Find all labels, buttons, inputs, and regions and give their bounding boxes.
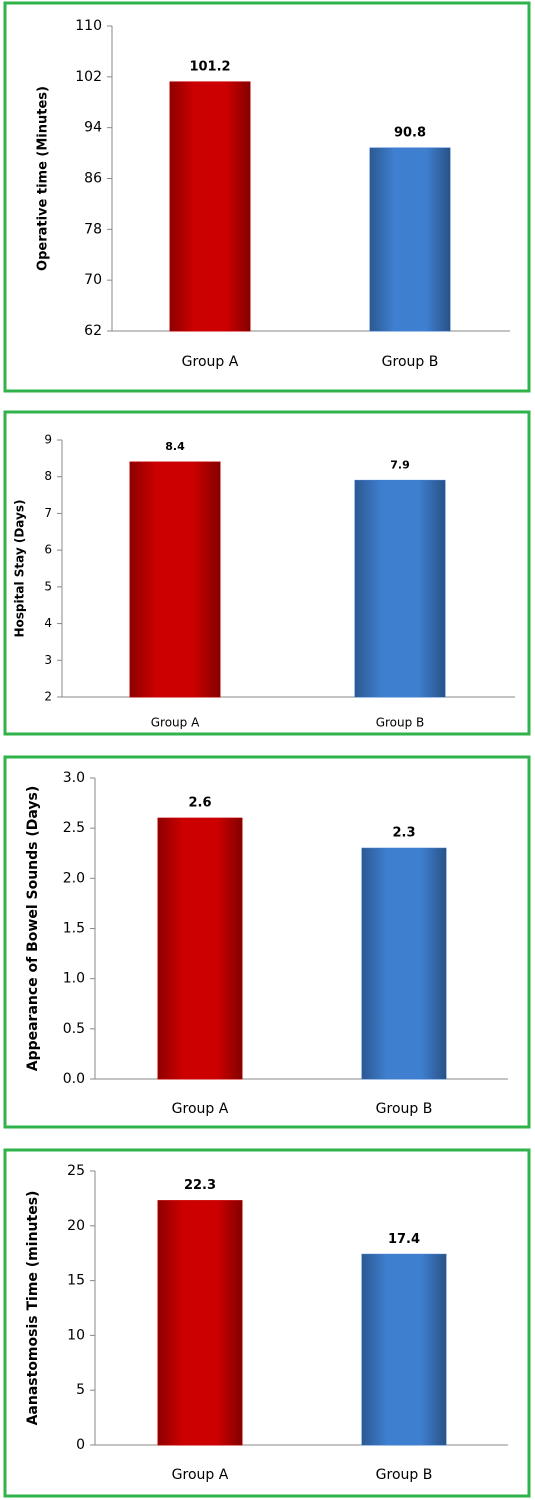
y-tick-label: 94 bbox=[84, 120, 102, 136]
bar-shade bbox=[362, 848, 446, 1079]
y-tick-label: 2.0 bbox=[63, 870, 85, 886]
value-label: 22.3 bbox=[184, 1178, 216, 1193]
y-tick-label: 5 bbox=[76, 1382, 85, 1398]
y-tick-label: 1.0 bbox=[63, 971, 85, 987]
x-tick-label: Group A bbox=[172, 1101, 229, 1117]
y-tick-label: 4 bbox=[44, 616, 52, 630]
y-tick-label: 102 bbox=[75, 69, 102, 85]
panel-border bbox=[3, 755, 531, 1129]
y-tick-label: 86 bbox=[84, 171, 102, 187]
bar-shade bbox=[370, 148, 450, 331]
y-tick-label: 15 bbox=[67, 1273, 85, 1289]
panel-border bbox=[3, 410, 531, 736]
y-tick-label: 62 bbox=[84, 323, 102, 339]
y-axis-label: Operative time (Minutes) bbox=[36, 86, 51, 271]
y-tick-label: 110 bbox=[75, 18, 102, 34]
y-axis-label: Aanastomosis Time (minutes) bbox=[25, 1191, 41, 1426]
value-label: 2.6 bbox=[188, 796, 211, 811]
y-tick-label: 2 bbox=[44, 690, 52, 704]
y-tick-label: 3.0 bbox=[63, 770, 85, 786]
y-tick-label: 25 bbox=[67, 1163, 85, 1179]
x-tick-label: Group B bbox=[382, 354, 439, 370]
value-label: 8.4 bbox=[165, 440, 185, 453]
y-tick-label: 3 bbox=[44, 653, 52, 667]
value-label: 101.2 bbox=[189, 59, 230, 74]
x-tick-label: Group A bbox=[151, 716, 200, 730]
y-tick-label: 9 bbox=[44, 433, 52, 447]
x-tick-label: Group B bbox=[376, 716, 425, 730]
x-tick-label: Group A bbox=[182, 354, 239, 370]
y-tick-label: 6 bbox=[44, 543, 52, 557]
bar-shade bbox=[158, 818, 242, 1079]
y-tick-label: 78 bbox=[84, 221, 102, 237]
y-tick-label: 2.5 bbox=[63, 820, 85, 836]
y-tick-label: 0 bbox=[76, 1437, 85, 1453]
y-tick-label: 20 bbox=[67, 1218, 85, 1234]
y-axis-label: Hospital Stay (Days) bbox=[13, 500, 27, 638]
panel-border bbox=[3, 1, 531, 393]
panel-border bbox=[3, 1148, 531, 1498]
bar-shade bbox=[170, 81, 250, 332]
y-tick-label: 0.5 bbox=[63, 1021, 85, 1037]
y-tick-label: 8 bbox=[44, 469, 52, 483]
bar-shade bbox=[158, 1200, 242, 1445]
y-tick-label: 10 bbox=[67, 1327, 85, 1343]
y-axis-label: Appearance of Bowel Sounds (Days) bbox=[25, 786, 41, 1072]
bar-shade bbox=[130, 462, 220, 697]
value-label: 2.3 bbox=[392, 826, 415, 841]
value-label: 17.4 bbox=[388, 1232, 420, 1247]
x-tick-label: Group B bbox=[376, 1467, 433, 1483]
x-tick-label: Group A bbox=[172, 1467, 229, 1483]
y-tick-label: 0.0 bbox=[63, 1071, 85, 1087]
y-tick-label: 7 bbox=[44, 506, 52, 520]
value-label: 7.9 bbox=[390, 458, 410, 471]
y-tick-label: 5 bbox=[44, 579, 52, 593]
bar-shade bbox=[355, 480, 445, 697]
y-tick-label: 70 bbox=[84, 272, 102, 288]
bar-shade bbox=[362, 1254, 446, 1445]
y-tick-label: 1.5 bbox=[63, 921, 85, 937]
value-label: 90.8 bbox=[394, 126, 426, 141]
x-tick-label: Group B bbox=[376, 1101, 433, 1117]
